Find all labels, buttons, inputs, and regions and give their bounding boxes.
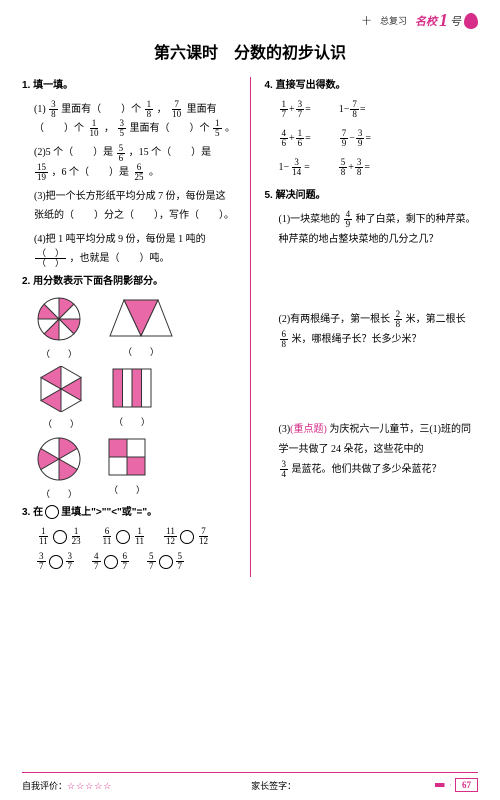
left-column: 1. 填一填。 (1) 38 里面有（ ）个 18 ， 710 里面有 （ ）个… [22,77,236,577]
self-eval: 自我评价：☆☆☆☆☆ [22,779,112,792]
q1-4: (4)把 1 吨平均分成 9 份，每份是 1 吨的 （ ）（ ） ，也就是（ ）… [22,230,236,268]
q5-3: (3)(重点题) 为庆祝六一儿童节，三(1)班的同学一共做了 24 朵花，这些花… [265,420,479,480]
shape-circle-6: （ ） [36,436,82,500]
q5-1: (1)一块菜地的 49 种了白菜，剩下的种芹菜。种芹菜的地占整块菜地的几分之几？ [265,210,479,250]
page-number: 67 [455,778,478,792]
pencil-icon [435,780,451,790]
q5-heading: 5. 解决问题。 [265,187,479,204]
right-column: 4. 直接写出得数。 17+37= 1−78= 46+16= 79−39= 1−… [265,77,479,577]
eq-row-3: 1−314= 58+38= [265,158,479,177]
shape-circle-8: （ ） [36,296,82,360]
shape-rect-stripes: （ ） [110,366,154,430]
q1-3: (3)把一个长方形纸平均分成 7 份，每份是这张纸的（ ）分之（ ），写作（ ）… [22,187,236,225]
header-bar: 十 总复习 名校 1 号 [22,10,478,31]
q1-heading: 1. 填一填。 [22,77,236,94]
shapes-row-1: （ ） （ ） [36,296,236,360]
circle-icon [45,505,59,519]
brand-logo: 名校 1 号 [415,10,478,31]
shape-square-4: （ ） [106,436,148,500]
comp-row-1: 111123 611111 1112712 [22,527,236,546]
shapes-row-2: （ ） （ ） [36,366,236,430]
stars-icon: ☆☆☆☆☆ [67,781,112,791]
content-columns: 1. 填一填。 (1) 38 里面有（ ）个 18 ， 710 里面有 （ ）个… [22,77,478,577]
shapes-row-3: （ ） （ ） [36,436,236,500]
girl-icon [464,13,478,29]
column-divider [250,77,251,577]
parent-sign: 家长签字： [251,779,296,792]
shape-parallelogram: （ ） [106,296,176,360]
eq-row-1: 17+37= 1−78= [265,100,479,119]
q4-heading: 4. 直接写出得数。 [265,77,479,94]
shape-hexagon: （ ） [36,366,86,430]
q1-2: (2)5 个（ ）是 56 ，15 个（ ）是 1519 ，6 个（ ）是 62… [22,143,236,181]
page-title: 第六课时 分数的初步认识 [22,39,478,63]
q3-heading: 3. 在里填上">""<"或"="。 [22,504,236,521]
comp-row-2: 3737 4767 5757 [22,552,236,571]
footer: 自我评价：☆☆☆☆☆ 家长签字： 67 [22,772,478,792]
section-label: 十 总复习 [362,14,407,27]
q2-heading: 2. 用分数表示下面各阴影部分。 [22,273,236,290]
eq-row-2: 46+16= 79−39= [265,129,479,148]
q1-1: (1) 38 里面有（ ）个 18 ， 710 里面有 （ ）个 110 ， 3… [22,100,236,138]
q5-2: (2)有两根绳子，第一根长 28 米，第二根长 68 米，哪根绳子长？长多少米？ [265,310,479,350]
frac-3-8: 38 [49,100,58,119]
